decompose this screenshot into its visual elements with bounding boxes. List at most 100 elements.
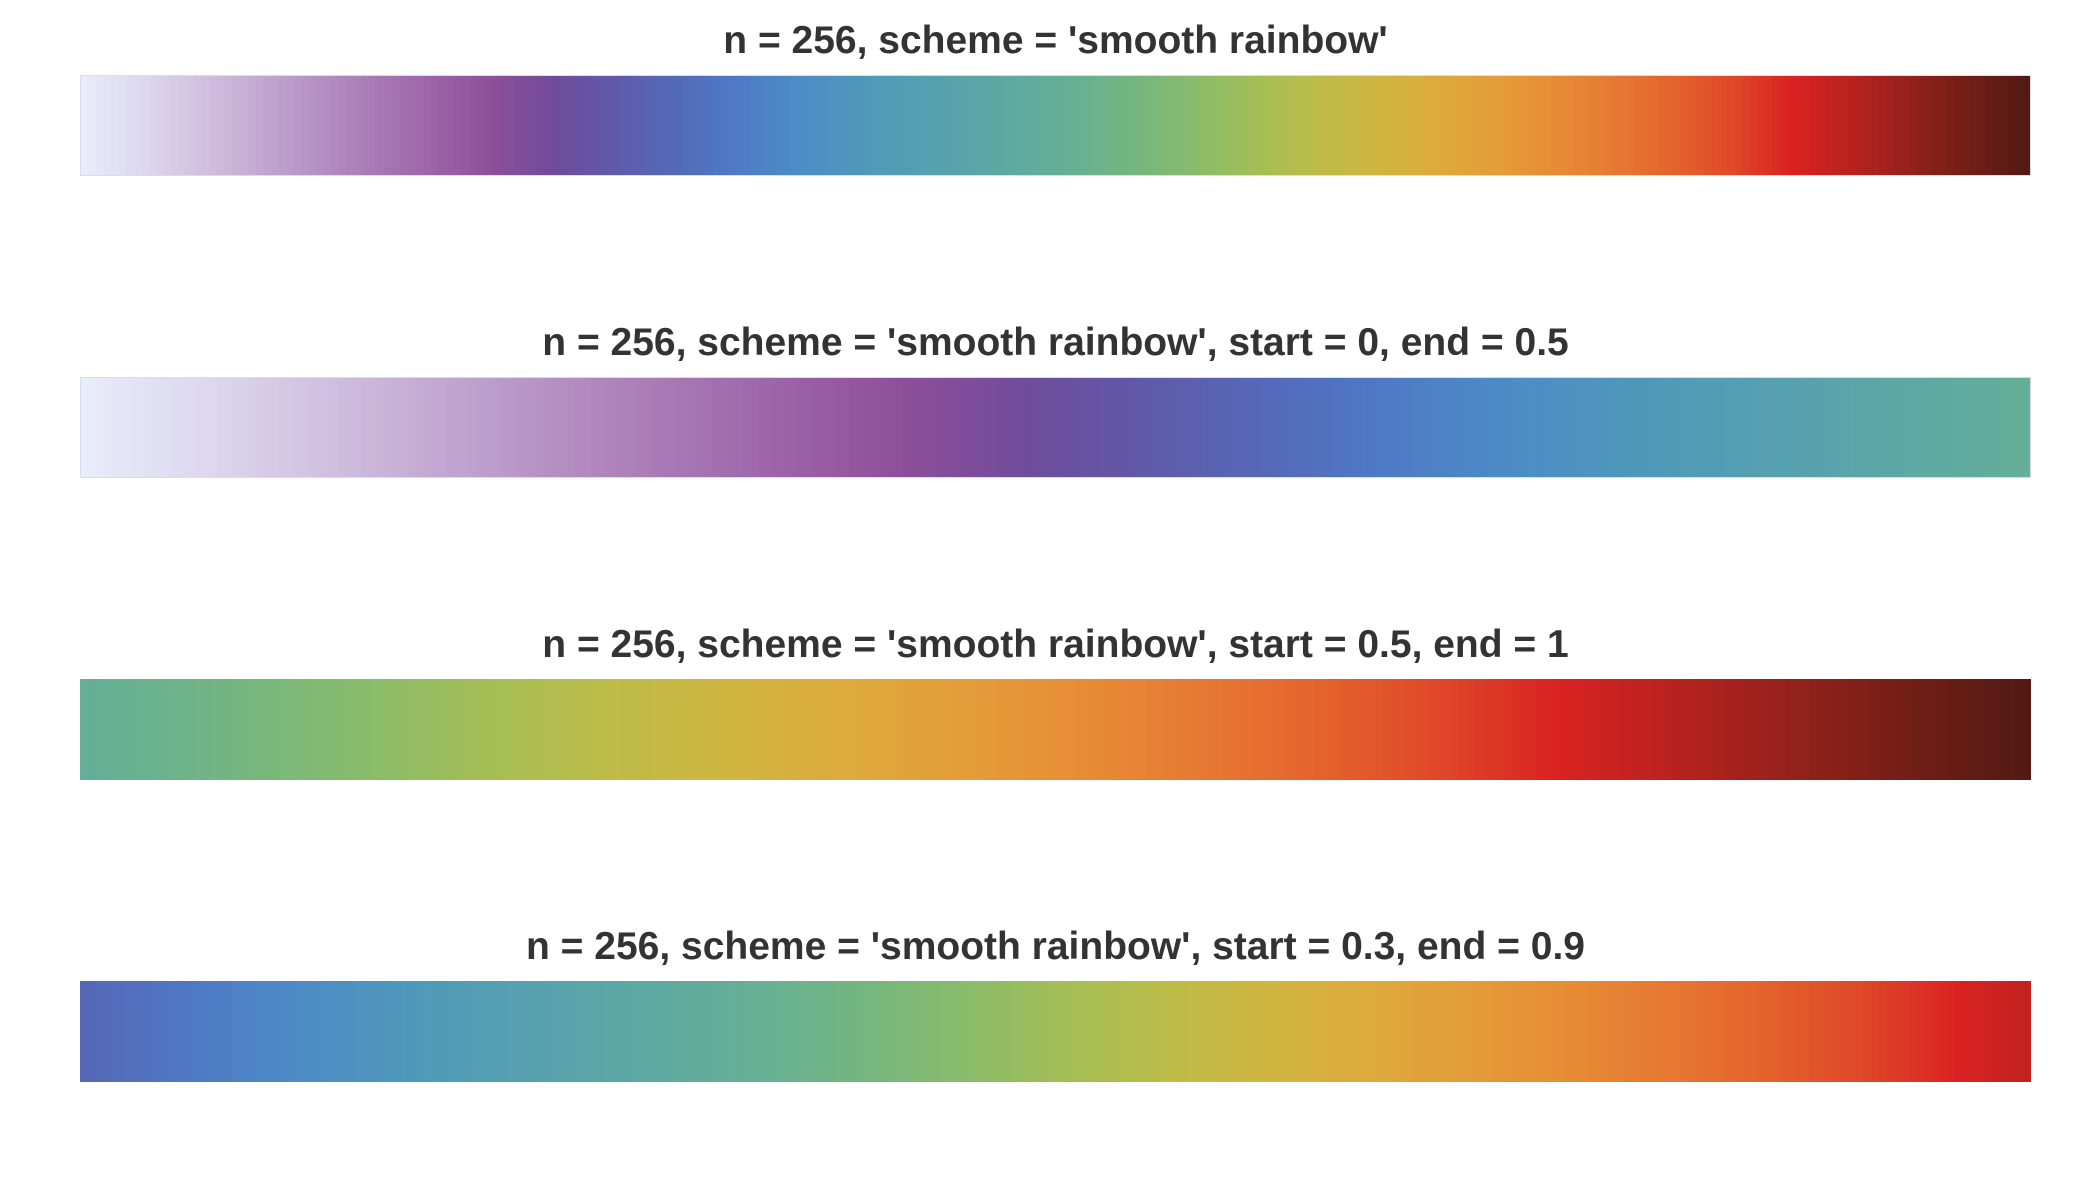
- color-cell: [1352, 377, 1361, 478]
- color-cell: [1047, 75, 1057, 176]
- color-cell: [872, 75, 881, 176]
- color-cell: [1093, 75, 1102, 176]
- color-cell: [1032, 981, 1041, 1082]
- color-cell: [308, 377, 317, 478]
- color-cell: [910, 679, 919, 780]
- color-cell: [986, 75, 996, 176]
- color-cell: [1939, 75, 1948, 176]
- color-cell: [1223, 377, 1232, 478]
- color-cell: [369, 75, 378, 176]
- color-cell: [971, 75, 980, 176]
- color-cell: [163, 75, 173, 176]
- color-cell: [979, 981, 988, 1082]
- color-cell: [1139, 679, 1148, 780]
- color-cell: [1543, 981, 1552, 1082]
- color-cell: [1131, 75, 1140, 176]
- color-cell: [1710, 75, 1720, 176]
- color-cell: [483, 679, 493, 780]
- color-cell: [712, 981, 721, 1082]
- color-cell: [148, 981, 157, 1082]
- color-cell: [1886, 377, 1895, 478]
- color-cell: [1390, 679, 1400, 780]
- color-cell: [1528, 75, 1537, 176]
- color-cell: [720, 75, 729, 176]
- color-cell: [1817, 75, 1826, 176]
- color-cell: [1528, 679, 1537, 780]
- color-cell: [560, 75, 569, 176]
- color-cell: [1246, 377, 1255, 478]
- color-cell: [110, 981, 119, 1082]
- color-cell: [1459, 377, 1468, 478]
- color-cell: [605, 981, 615, 1082]
- color-cell: [1101, 981, 1110, 1082]
- color-cell: [1299, 377, 1308, 478]
- color-cell: [156, 679, 165, 780]
- color-cell: [1741, 981, 1750, 1082]
- color-cell: [1840, 981, 1849, 1082]
- color-cell: [689, 377, 698, 478]
- color-cell: [666, 377, 676, 478]
- color-cell: [1558, 75, 1567, 176]
- color-cell: [171, 679, 180, 780]
- color-cell: [125, 679, 134, 780]
- color-cell: [461, 981, 470, 1082]
- color-cell: [1261, 75, 1270, 176]
- color-cell: [125, 75, 134, 176]
- color-cell: [567, 981, 576, 1082]
- color-cell: [491, 377, 500, 478]
- color-cell: [1558, 679, 1567, 780]
- color-cell: [445, 75, 455, 176]
- color-cell: [384, 679, 394, 780]
- color-cell: [1367, 377, 1377, 478]
- color-cell: [613, 981, 622, 1082]
- color-cell: [1261, 981, 1270, 1082]
- color-cell: [796, 75, 805, 176]
- color-cell: [346, 75, 355, 176]
- color-cell: [1215, 75, 1224, 176]
- color-cell: [1901, 377, 1910, 478]
- color-cell: [1154, 679, 1163, 780]
- color-cell: [849, 679, 858, 780]
- color-cell: [1070, 679, 1079, 780]
- color-cell: [331, 981, 340, 1082]
- color-cell: [1002, 679, 1011, 780]
- color-cell: [1604, 377, 1613, 478]
- color-cell: [1124, 981, 1133, 1082]
- color-cell: [1169, 981, 1179, 1082]
- color-cell: [1695, 981, 1704, 1082]
- color-cell: [323, 981, 333, 1082]
- color-cell: [270, 75, 279, 176]
- color-cell: [232, 981, 241, 1082]
- color-cell: [1192, 981, 1201, 1082]
- color-cell: [1101, 679, 1110, 780]
- color-cell: [1329, 75, 1339, 176]
- color-cell: [270, 377, 279, 478]
- color-cell: [156, 75, 165, 176]
- color-cell: [2015, 679, 2024, 780]
- color-cell: [110, 75, 119, 176]
- color-cell: [1710, 981, 1720, 1082]
- color-cell: [605, 679, 615, 780]
- color-cell: [1185, 75, 1194, 176]
- color-cell: [1436, 679, 1445, 780]
- color-cell: [1505, 377, 1514, 478]
- color-cell: [1756, 981, 1765, 1082]
- color-cell: [1367, 679, 1377, 780]
- color-bar: [80, 75, 2031, 176]
- color-cell: [842, 679, 851, 780]
- color-cell: [1992, 981, 2002, 1082]
- color-cell: [1977, 679, 1986, 780]
- color-cell: [1832, 75, 1842, 176]
- color-cell: [811, 679, 820, 780]
- color-cell: [133, 75, 142, 176]
- color-cell: [1756, 377, 1765, 478]
- color-cell: [232, 679, 241, 780]
- color-cell: [1863, 377, 1872, 478]
- color-cell: [1489, 981, 1499, 1082]
- color-cell: [1970, 75, 1979, 176]
- color-cell: [1779, 377, 1788, 478]
- color-cell: [422, 377, 432, 478]
- color-cell: [2000, 75, 2009, 176]
- color-cell: [872, 981, 881, 1082]
- color-cell: [522, 75, 531, 176]
